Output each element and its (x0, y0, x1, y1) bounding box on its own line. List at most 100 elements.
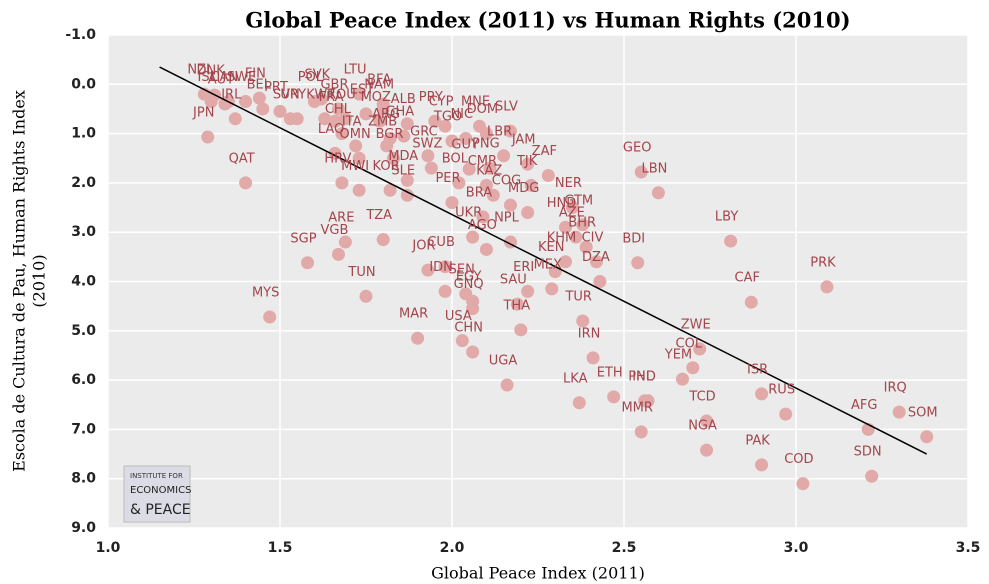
point-label: THA (502, 298, 530, 313)
point (424, 161, 438, 175)
y-tick-label: 6.0 (71, 372, 96, 388)
point (314, 92, 328, 106)
point (755, 458, 769, 472)
point-label: NPL (494, 211, 520, 226)
y-tick-label: 4.0 (71, 274, 96, 290)
point (445, 134, 459, 148)
point (559, 255, 573, 269)
point-label: GNQ (454, 277, 484, 292)
point (373, 114, 387, 128)
point (421, 149, 435, 163)
point-label: ETH (597, 365, 623, 380)
point (273, 104, 287, 118)
chart-title: Global Peace Index (2011) vs Human Right… (245, 8, 850, 33)
point-label: SVK (304, 68, 330, 83)
point (445, 196, 459, 210)
point (524, 178, 538, 192)
point (545, 282, 559, 296)
point-label: TCD (688, 390, 715, 405)
point-label: KEN (538, 240, 564, 255)
point (479, 242, 493, 256)
point (400, 173, 414, 187)
point-label: SLV (495, 100, 518, 115)
point (335, 127, 349, 141)
point-label: UGA (489, 354, 518, 369)
point (387, 151, 401, 165)
point (218, 97, 232, 111)
point-label: PRY (419, 90, 443, 105)
point-label: BHR (568, 215, 596, 230)
point (359, 107, 373, 121)
point-label: PRT (264, 80, 288, 95)
point (576, 218, 590, 232)
y-tick-label: 0.0 (71, 76, 96, 92)
point-label: SEN (449, 262, 475, 277)
point-label: UKR (455, 206, 482, 221)
point-label: ZMB (368, 114, 397, 129)
point (328, 114, 342, 128)
point-label: LBR (487, 124, 512, 139)
point-label: BOL (442, 151, 469, 166)
point-label: NAM (364, 77, 394, 92)
point-label: MAR (399, 307, 428, 322)
point (586, 351, 600, 365)
point-label: AGO (468, 218, 497, 233)
point-label: PNG (472, 137, 500, 152)
point-label: CAN (211, 70, 239, 85)
point-label: CYP (429, 95, 454, 110)
point (452, 176, 466, 190)
x-tick-label: 2.5 (612, 540, 637, 556)
point (438, 119, 452, 133)
point-label: POL (298, 70, 324, 85)
point (892, 405, 906, 419)
point-label: LBY (715, 210, 738, 225)
point (634, 425, 648, 439)
point-label: MNE (461, 95, 490, 110)
point (593, 275, 607, 288)
logo-text: & PEACE (130, 502, 191, 518)
y-tick-label: 1.0 (71, 126, 96, 142)
point-label: GTM (564, 193, 593, 208)
y-tick-label: 7.0 (71, 421, 96, 437)
point (400, 117, 414, 131)
point-label: ISR (747, 362, 768, 377)
trendline (159, 66, 928, 455)
point (700, 414, 714, 428)
point-label: SVN (273, 87, 300, 102)
point (462, 162, 476, 176)
point (349, 139, 363, 153)
point (338, 112, 352, 126)
point (503, 198, 517, 212)
y-tick-label: 8.0 (71, 471, 96, 487)
point (466, 345, 480, 359)
point-label: TUN (347, 265, 375, 280)
point-label: SDN (854, 445, 882, 460)
point-label: MEX (534, 257, 562, 272)
point (579, 240, 593, 254)
point-label: BGR (376, 127, 404, 142)
point (700, 443, 714, 457)
point (331, 247, 345, 261)
point-label: KWT (306, 87, 335, 102)
point-label: ITA (342, 114, 362, 129)
point (352, 183, 366, 197)
point (607, 390, 621, 404)
point (352, 87, 366, 101)
point (820, 280, 834, 294)
point (318, 112, 332, 126)
point-label: ZAF (532, 144, 557, 159)
point (239, 95, 253, 109)
point-label: DNK (197, 64, 226, 79)
point (755, 387, 769, 401)
point-label: TJK (516, 154, 538, 169)
point-label: BRA (466, 185, 492, 200)
point (497, 149, 511, 163)
x-tick-label: 3.5 (956, 540, 981, 556)
point (865, 469, 879, 483)
point-label: LKA (563, 371, 588, 386)
point (486, 188, 500, 202)
point (411, 331, 425, 345)
point-label: ERI (513, 260, 534, 275)
point-label: CHN (454, 320, 483, 335)
